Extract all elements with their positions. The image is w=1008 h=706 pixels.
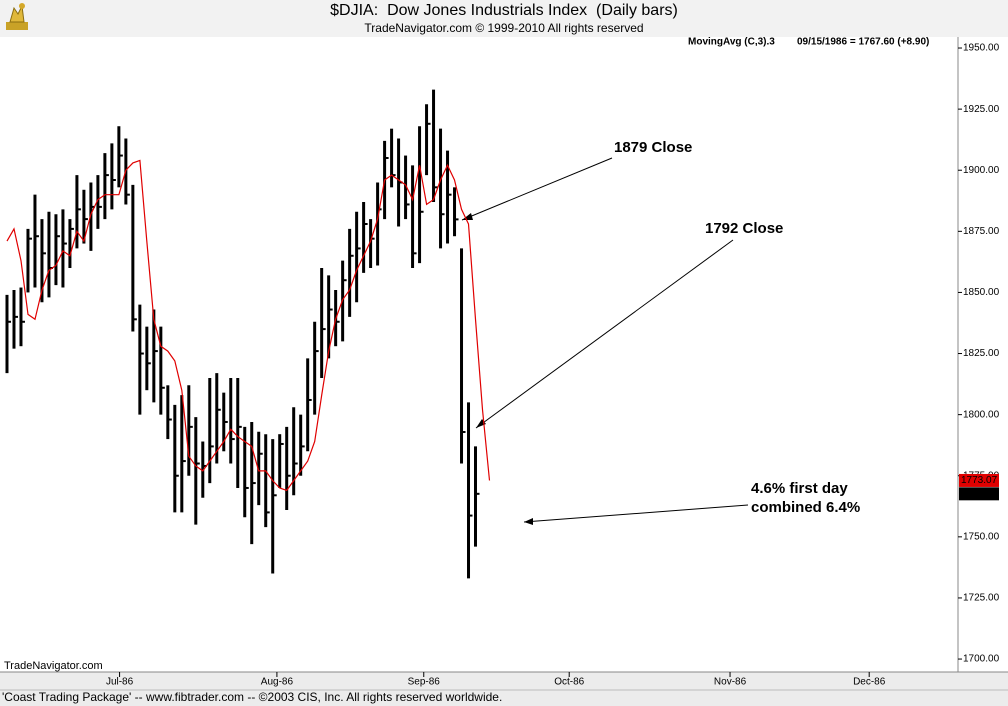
last-value-box bbox=[959, 473, 999, 487]
annotation: 1879 Close bbox=[614, 139, 692, 156]
x-tick-label: Aug-86 bbox=[261, 677, 294, 688]
x-tick-label: Jul-86 bbox=[106, 677, 134, 688]
last-value-label: 1767.60 bbox=[961, 488, 998, 499]
annotation-arrow bbox=[461, 157, 613, 221]
info-label: 09/15/1986 = 1767.60 (+8.90) bbox=[797, 37, 929, 48]
arrow-head bbox=[524, 518, 533, 525]
chart-subtitle: TradeNavigator.com © 1999-2010 All right… bbox=[364, 21, 643, 35]
annotation: 4.6% first day bbox=[751, 480, 848, 497]
annotation-arrow bbox=[475, 239, 734, 429]
price-axis-panel bbox=[958, 37, 1008, 672]
y-tick-label: 1700.00 bbox=[963, 654, 1000, 665]
last-value-label: 1773.07 bbox=[961, 475, 998, 486]
header-strip bbox=[0, 0, 1008, 37]
footer: 'Coast Trading Package' -- www.fibtrader… bbox=[2, 690, 502, 704]
annotations: 1879 Close 1792 Close 4.6% first day com… bbox=[461, 139, 860, 525]
x-tick-label: Sep-86 bbox=[408, 677, 441, 688]
y-tick-label: 1750.00 bbox=[963, 531, 1000, 542]
y-tick-label: 1850.00 bbox=[963, 287, 1000, 298]
y-tick-label: 1950.00 bbox=[963, 43, 1000, 54]
logo bbox=[6, 3, 28, 30]
moving-average-line bbox=[6, 159, 491, 492]
legend-entry: MovingAvg (C,3).3 bbox=[688, 37, 775, 48]
footer-strip bbox=[0, 672, 1008, 706]
last-value-box bbox=[959, 487, 999, 501]
y-tick-label: 1875.00 bbox=[963, 226, 1000, 237]
annotation: combined 6.4% bbox=[751, 499, 860, 516]
y-tick-label: 1900.00 bbox=[963, 165, 1000, 176]
chart-title: $DJIA: Dow Jones Industrials Index (Dail… bbox=[330, 2, 678, 19]
arrow-head bbox=[462, 213, 473, 220]
y-tick-label: 1725.00 bbox=[963, 593, 1000, 604]
y-tick-label: 1800.00 bbox=[963, 409, 1000, 420]
y-tick-label: 1925.00 bbox=[963, 104, 1000, 115]
watermark: TradeNavigator.com bbox=[4, 660, 103, 672]
y-tick-label: 1825.00 bbox=[963, 348, 1000, 359]
x-tick-label: Nov-86 bbox=[714, 677, 747, 688]
annotation: 1792 Close bbox=[705, 220, 783, 237]
annotation-arrow bbox=[523, 504, 749, 523]
x-tick-label: Oct-86 bbox=[554, 677, 584, 688]
x-tick-label: Dec-86 bbox=[853, 677, 886, 688]
